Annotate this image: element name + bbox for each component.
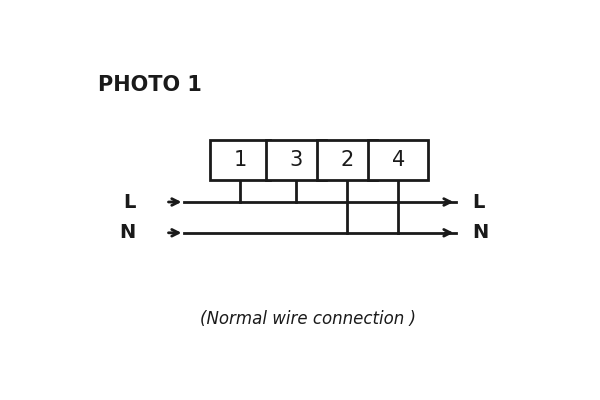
Text: (Normal wire connection ): (Normal wire connection ) xyxy=(199,310,415,328)
Bar xyxy=(368,140,428,180)
Bar xyxy=(317,140,377,180)
Text: N: N xyxy=(119,223,136,242)
Text: L: L xyxy=(473,192,485,212)
Text: 1: 1 xyxy=(233,150,247,170)
Text: 2: 2 xyxy=(340,150,353,170)
Text: 3: 3 xyxy=(289,150,302,170)
Text: PHOTO 1: PHOTO 1 xyxy=(98,75,202,95)
Bar xyxy=(266,140,326,180)
Text: N: N xyxy=(473,223,489,242)
Bar xyxy=(210,140,271,180)
Text: L: L xyxy=(123,192,136,212)
Text: 4: 4 xyxy=(392,150,405,170)
